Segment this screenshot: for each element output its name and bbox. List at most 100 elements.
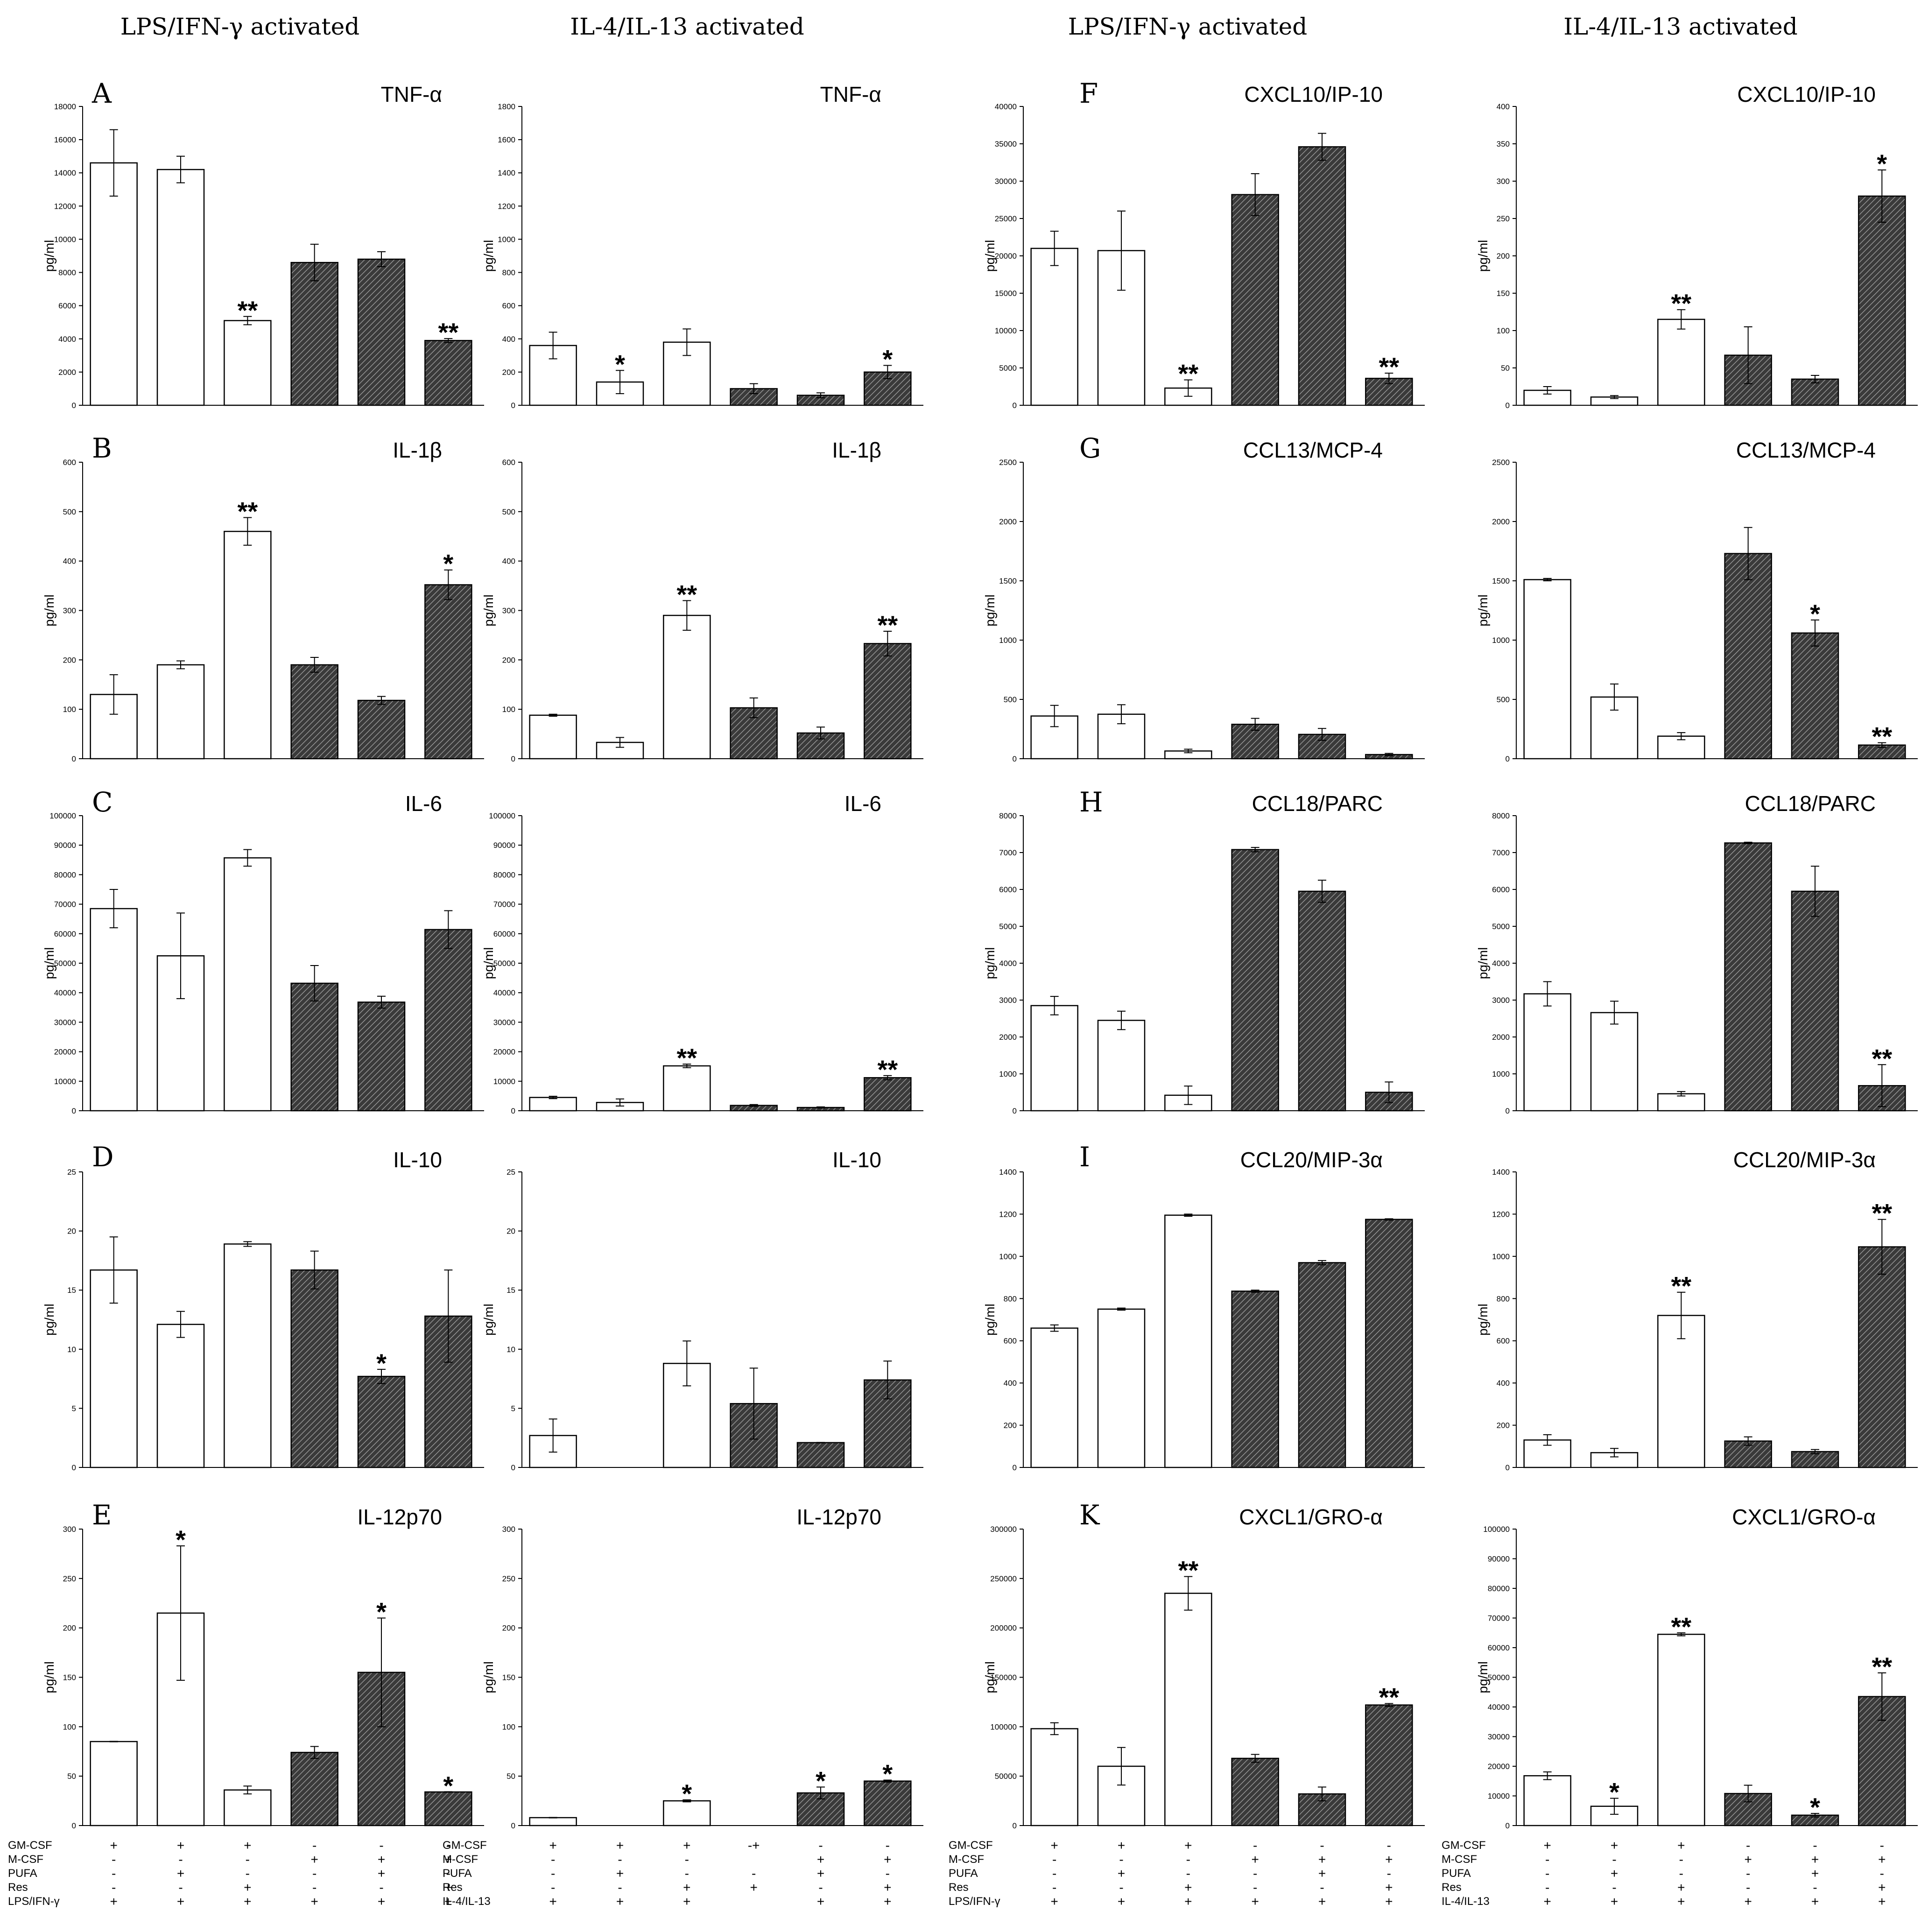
y-tick-label: 8000 [1492,811,1510,820]
treatment-sign: - [1186,1866,1190,1881]
y-tick-label: 400 [1497,102,1510,111]
treatment-sign: + [616,1894,624,1909]
y-tick-label: 250000 [990,1574,1017,1583]
y-axis-label: pg/ml [481,1661,496,1693]
y-tick-label: 250 [1497,214,1510,223]
chart-panel-2: 0 200 400 600 800 1000 1200 1400 1600 1800 pg/ml TN… [481,82,923,410]
y-tick-label: 0 [1506,1107,1510,1115]
treatment-sign: + [616,1838,624,1853]
y-tick-label: 1800 [498,102,515,111]
treatment-row-label: GM-CSF [8,1839,52,1852]
y-tick-label: 300 [63,606,76,615]
significance-mark: * [1877,149,1887,178]
panel-title: CCL20/MIP-3α [1733,1148,1876,1172]
bar [1724,553,1772,760]
treatment-sign: + [1050,1894,1058,1909]
treatment-row-label: M-CSF [8,1853,43,1866]
treatment-sign: + [1385,1880,1393,1895]
treatment-sign: - [112,1852,116,1867]
significance-mark: * [682,1779,692,1808]
bar [529,1817,577,1826]
y-axis-label: pg/ml [42,947,56,979]
treatment-sign: + [244,1894,251,1909]
column-header-3: LPS/IFN-γ activated [1068,13,1308,40]
y-tick-label: 0 [1013,1821,1017,1830]
chart-panel-6: 0 100 200 300 400 500 600 pg/ml IL-1β ** ** [481,438,923,763]
treatment-sign: + [1811,1866,1819,1881]
y-tick-label: 30000 [54,1018,76,1027]
bar [1365,1704,1413,1826]
bar [424,929,472,1112]
significance-mark: ** [878,1055,898,1084]
treatment-row-label: M-CSF [1442,1853,1477,1866]
y-tick-label: 200 [63,1624,76,1633]
treatment-sign: - [685,1852,689,1867]
chart-panel-9: 0 10000 20000 30000 40000 50000 60000 70000 8000… [42,786,484,1115]
treatment-sign: + [1318,1852,1326,1867]
treatment-sign: - [551,1866,555,1881]
y-tick-label: 0 [1506,1463,1510,1472]
treatment-sign: - [446,1838,450,1853]
y-tick-label: 350 [1497,140,1510,148]
bar [1724,842,1772,1112]
treatment-sign: + [1611,1894,1618,1909]
bar [424,340,472,406]
y-tick-label: 80000 [54,870,76,879]
y-axis-label: pg/ml [1476,240,1490,272]
bar [1097,1308,1146,1468]
bar [224,1243,272,1468]
chart-panel-17: 0 50 100 150 200 250 300 pg/ml E IL-12p70 * * * [42,1499,484,1830]
y-tick-label: 8000 [999,811,1017,820]
y-tick-label: 30000 [1488,1733,1510,1742]
bar [1791,1451,1839,1468]
significance-mark: ** [677,1043,697,1072]
treatment-sign: - [1052,1852,1056,1867]
bar [864,1077,912,1112]
y-axis-label: pg/ml [42,594,56,626]
treatment-sign: - [379,1880,383,1895]
bar [1858,195,1906,406]
bar [529,1097,577,1112]
significance-mark: * [176,1525,186,1554]
treatment-row-label: M-CSF [443,1853,478,1866]
treatment-sign: + [1118,1894,1125,1909]
y-axis-label: pg/ml [42,1304,56,1335]
y-tick-label: 5 [72,1404,76,1413]
y-tick-label: 500 [1497,695,1510,704]
bar [529,714,577,760]
y-axis-label: pg/ml [481,594,496,626]
panel-letter: G [1079,432,1101,464]
y-tick-label: 400 [1497,1379,1510,1388]
bar [1030,1728,1078,1826]
significance-mark: ** [238,497,258,526]
significance-mark: ** [878,610,898,640]
bar [156,1324,205,1468]
y-tick-label: 20000 [995,252,1017,261]
y-tick-label: 600 [502,458,515,467]
treatment-sign: + [444,1852,452,1867]
treatment-sign: - [1253,1838,1257,1853]
significance-mark: * [443,549,453,578]
significance-mark: ** [1178,1556,1199,1585]
bar [357,699,406,760]
panel-letter: B [92,432,112,464]
y-tick-label: 1400 [1492,1168,1510,1177]
y-tick-label: 1200 [999,1210,1017,1219]
y-axis-label: pg/ml [481,1304,496,1335]
y-tick-label: 15000 [995,289,1017,298]
y-tick-label: 0 [511,754,515,763]
y-tick-label: 90000 [54,841,76,850]
y-tick-label: 0 [1506,1821,1510,1830]
y-tick-label: 200 [1497,252,1510,261]
y-tick-label: 0 [72,1821,76,1830]
treatment-sign: - [1813,1838,1817,1853]
y-tick-label: 14000 [54,169,76,177]
y-tick-label: 12000 [54,202,76,211]
treatment-sign: + [244,1880,251,1895]
y-tick-label: 20 [67,1227,76,1236]
y-tick-label: 25 [67,1168,76,1177]
bar [424,1791,472,1826]
treatment-row-label: Res [1442,1881,1462,1894]
